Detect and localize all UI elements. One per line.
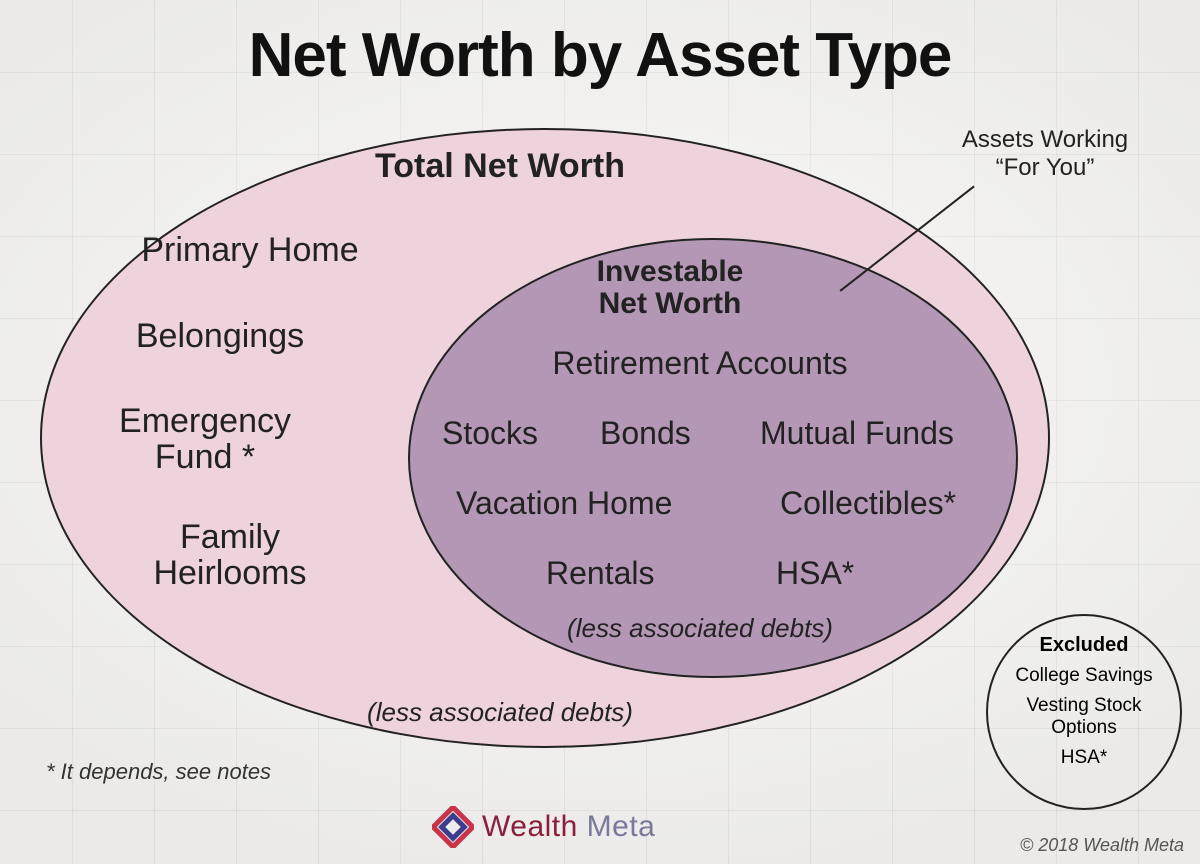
inner-title-l2: Net Worth <box>599 287 742 320</box>
callout-l2: “For You” <box>996 154 1095 181</box>
callout-label: Assets Working “For You” <box>930 126 1160 181</box>
item-mutual-funds: Mutual Funds <box>760 416 954 451</box>
item-emergency-fund-l2: Fund * <box>155 438 255 476</box>
brand-logo: Wealth Meta <box>432 806 655 848</box>
excluded-title: Excluded <box>988 634 1180 657</box>
item-hsa: HSA* <box>776 556 854 591</box>
excluded-circle: Excluded College Savings Vesting StockOp… <box>986 614 1182 810</box>
inner-title-l1: Investable <box>597 255 744 288</box>
excluded-item-1: Vesting StockOptions <box>988 695 1180 739</box>
outer-note: (less associated debts) <box>300 698 700 727</box>
excluded-item-2: HSA* <box>988 747 1180 769</box>
item-rentals: Rentals <box>546 556 655 591</box>
excluded-item-0: College Savings <box>988 665 1180 687</box>
callout-l1: Assets Working <box>962 126 1128 153</box>
item-emergency-fund-l1: Emergency <box>119 402 291 440</box>
logo-word-1: Wealth <box>482 810 578 843</box>
outer-title: Total Net Worth <box>300 148 700 185</box>
footnote: * It depends, see notes <box>46 760 271 784</box>
item-retirement: Retirement Accounts <box>490 346 910 381</box>
item-primary-home: Primary Home <box>100 232 400 269</box>
inner-note: (less associated debts) <box>500 614 900 643</box>
item-vacation-home: Vacation Home <box>456 486 672 521</box>
item-family-heirlooms-l1: Family <box>180 518 280 556</box>
inner-title: Investable Net Worth <box>540 256 800 319</box>
logo-diamond-icon <box>432 806 474 848</box>
item-family-heirlooms-l2: Heirlooms <box>153 554 306 592</box>
item-stocks: Stocks <box>442 416 538 451</box>
item-belongings: Belongings <box>90 318 350 355</box>
item-collectibles: Collectibles* <box>780 486 956 521</box>
item-emergency-fund: Emergency Fund * <box>70 404 340 475</box>
copyright: © 2018 Wealth Meta <box>1020 835 1184 856</box>
item-family-heirlooms: Family Heirlooms <box>110 520 350 591</box>
logo-word-2: Meta <box>578 810 656 843</box>
page-title: Net Worth by Asset Type <box>0 20 1200 91</box>
logo-text: Wealth Meta <box>482 810 655 844</box>
item-bonds: Bonds <box>600 416 691 451</box>
